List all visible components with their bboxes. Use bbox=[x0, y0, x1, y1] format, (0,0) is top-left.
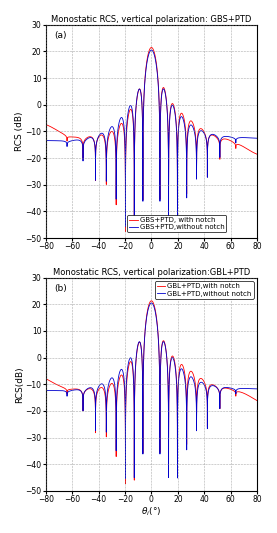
Line: GBS+PTD, with notch: GBS+PTD, with notch bbox=[46, 47, 257, 232]
GBL+PTD,without notch bbox=[178, 367, 182, 374]
Y-axis label: RCS(dB): RCS(dB) bbox=[15, 366, 24, 402]
GBS+PTD, with notch bbox=[255, 151, 259, 157]
GBL+PTD,without notch bbox=[150, 300, 153, 306]
GBS+PTD, with notch bbox=[201, 126, 204, 133]
GBS+PTD,without notch bbox=[169, 105, 173, 111]
Title: Monostatic RCS, vertical polarization: GBS+PTD: Monostatic RCS, vertical polarization: G… bbox=[51, 15, 252, 24]
GBL+PTD,without notch bbox=[44, 387, 47, 393]
GBS+PTD, with notch bbox=[124, 229, 127, 235]
Line: GBS+PTD,without notch: GBS+PTD,without notch bbox=[46, 50, 257, 227]
GBS+PTD, with notch bbox=[150, 44, 153, 51]
GBL+PTD,with notch bbox=[201, 376, 204, 383]
GBL+PTD,with notch bbox=[169, 357, 173, 363]
GBL+PTD,with notch bbox=[44, 375, 47, 382]
GBS+PTD,without notch bbox=[44, 138, 47, 144]
GBS+PTD, with notch bbox=[120, 120, 124, 127]
Legend: GBL+PTD,with notch, GBL+PTD,without notch: GBL+PTD,with notch, GBL+PTD,without notc… bbox=[155, 281, 254, 298]
Text: (b): (b) bbox=[54, 284, 67, 293]
GBL+PTD,without notch bbox=[124, 475, 127, 482]
GBS+PTD,without notch bbox=[255, 135, 259, 141]
GBL+PTD,without notch bbox=[201, 379, 204, 386]
GBL+PTD,with notch bbox=[124, 480, 127, 487]
Line: GBL+PTD,without notch: GBL+PTD,without notch bbox=[46, 303, 257, 479]
GBS+PTD,without notch bbox=[212, 131, 216, 138]
GBS+PTD,without notch bbox=[124, 223, 127, 230]
Title: Monostatic RCS, vertical polarization:GBL+PTD: Monostatic RCS, vertical polarization:GB… bbox=[53, 268, 250, 277]
GBS+PTD,without notch bbox=[201, 128, 204, 134]
GBL+PTD,without notch bbox=[255, 386, 259, 392]
GBS+PTD,without notch bbox=[150, 47, 153, 53]
Legend: GBS+PTD, with notch, GBS+PTD,without notch: GBS+PTD, with notch, GBS+PTD,without not… bbox=[127, 215, 227, 232]
GBS+PTD, with notch bbox=[178, 112, 182, 118]
GBL+PTD,without notch bbox=[55, 387, 58, 394]
GBL+PTD,with notch bbox=[255, 398, 259, 404]
GBS+PTD, with notch bbox=[169, 104, 173, 110]
X-axis label: $\theta_i$(°): $\theta_i$(°) bbox=[141, 505, 161, 518]
GBL+PTD,with notch bbox=[178, 364, 182, 370]
GBS+PTD,without notch bbox=[178, 115, 182, 122]
GBS+PTD, with notch bbox=[212, 132, 216, 139]
GBL+PTD,with notch bbox=[120, 373, 124, 379]
GBS+PTD,without notch bbox=[55, 138, 58, 144]
GBS+PTD, with notch bbox=[55, 127, 58, 133]
GBL+PTD,with notch bbox=[150, 297, 153, 304]
GBL+PTD,without notch bbox=[169, 358, 173, 364]
GBS+PTD,without notch bbox=[120, 115, 124, 122]
Y-axis label: RCS (dB): RCS (dB) bbox=[15, 112, 24, 151]
GBL+PTD,without notch bbox=[212, 383, 216, 389]
GBL+PTD,with notch bbox=[55, 381, 58, 387]
Line: GBL+PTD,with notch: GBL+PTD,with notch bbox=[46, 301, 257, 483]
Text: (a): (a) bbox=[54, 31, 67, 40]
GBL+PTD,without notch bbox=[120, 367, 124, 373]
GBL+PTD,with notch bbox=[212, 382, 216, 388]
GBS+PTD, with notch bbox=[44, 122, 47, 128]
